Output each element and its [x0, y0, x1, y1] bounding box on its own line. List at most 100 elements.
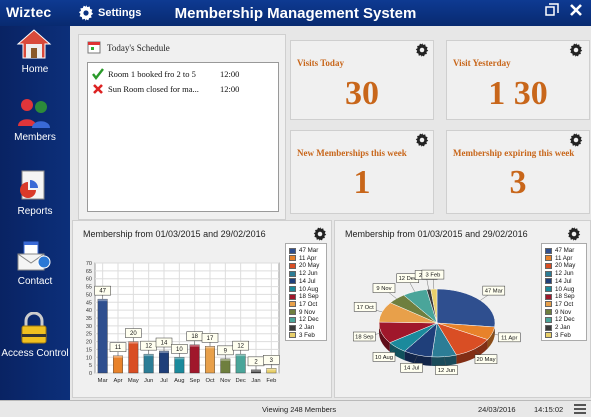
y-tick-label: 40 — [86, 308, 92, 314]
legend-item: 11 Apr — [545, 254, 572, 263]
app-title: Membership Management System — [174, 5, 417, 22]
pie-chart-panel: Membership from 01/03/2015 and 29/02/201… — [334, 220, 591, 398]
stat-title: Visit Yesterday — [453, 58, 511, 68]
bar-highlight — [128, 341, 139, 344]
data-label-box — [171, 344, 188, 354]
close-button[interactable] — [567, 3, 585, 21]
bar-highlight — [189, 344, 200, 347]
y-tick-label: 10 — [86, 355, 92, 361]
list-item[interactable]: Room 1 booked fro 2 to 5 12:00 — [92, 67, 239, 81]
bar — [97, 298, 108, 374]
x-tick-label: Apr — [113, 378, 122, 384]
x-tick-label: May — [128, 378, 139, 384]
y-tick-label: 0 — [89, 371, 92, 377]
gear-icon[interactable] — [569, 43, 583, 57]
stat-value: 30 — [345, 75, 379, 112]
gear-icon — [78, 5, 94, 21]
lock-icon — [21, 312, 47, 344]
x-tick-label: Jul — [160, 378, 167, 384]
sidebar-item-reports[interactable]: Reports — [0, 170, 70, 232]
legend-item: 14 Jul — [545, 277, 572, 286]
title-bar: Wiztec Settings Membership Management Sy… — [0, 0, 591, 26]
sidebar-item-access-control[interactable]: Access Control — [0, 312, 70, 374]
gear-icon[interactable] — [415, 133, 429, 147]
y-tick-label: 65 — [86, 269, 92, 275]
reports-icon — [20, 170, 45, 200]
data-label: 12 — [145, 344, 152, 350]
bar — [159, 350, 169, 374]
data-label: 18 — [191, 334, 198, 340]
x-tick-label: Jun — [144, 378, 153, 384]
bar-highlight — [220, 358, 231, 361]
x-tick-label: Sep — [190, 378, 200, 384]
pie-slice-side — [456, 339, 488, 365]
data-label: 11 — [115, 345, 122, 351]
x-tick-label: Dec — [236, 378, 246, 384]
schedule-list[interactable]: Room 1 booked fro 2 to 5 12:00 Sun Room … — [87, 62, 279, 212]
pie-label-box — [482, 285, 506, 296]
sidebar-item-home[interactable]: Home — [0, 28, 70, 90]
legend-item: 2 Jan — [289, 323, 314, 332]
bar-highlight — [159, 351, 169, 353]
gear-icon[interactable] — [567, 227, 581, 241]
y-tick-label: 5 — [89, 363, 92, 369]
sidebar-item-label: Members — [14, 132, 56, 143]
settings-label: Settings — [98, 7, 142, 19]
gear-icon[interactable] — [569, 133, 583, 147]
stat-value: 1 — [353, 164, 371, 201]
pie-label-box — [353, 331, 376, 342]
legend-item: 3 Feb — [289, 331, 315, 340]
status-date: 24/03/2016 — [478, 405, 516, 414]
schedule-item-time: 12:00 — [220, 84, 240, 94]
pie-label-box — [498, 332, 521, 343]
settings-button[interactable]: Settings — [78, 3, 141, 23]
sidebar-item-members[interactable]: Members — [0, 96, 70, 158]
y-tick-label: 60 — [86, 277, 92, 283]
legend-item: 10 Aug — [289, 285, 318, 294]
bar — [220, 358, 231, 374]
gear-icon[interactable] — [313, 227, 327, 241]
pie-label: 11 Apr — [501, 335, 517, 341]
pie-label: 9 Nov — [376, 286, 391, 292]
sidebar-item-label: Reports — [17, 206, 53, 217]
legend-item: 12 Jun — [289, 269, 318, 278]
list-item[interactable]: Sun Room closed for ma... 12:00 — [92, 82, 239, 96]
x-tick-label: Jan — [251, 378, 260, 384]
gear-icon[interactable] — [415, 43, 429, 57]
schedule-item-text: Sun Room closed for ma... — [108, 84, 199, 94]
bar-highlight — [251, 369, 261, 372]
data-label-box — [125, 328, 142, 338]
legend-item: 20 May — [289, 261, 319, 270]
schedule-item-time: 12:00 — [220, 69, 240, 79]
legend-item: 47 Mar — [289, 246, 318, 255]
legend-item: 9 Nov — [289, 308, 315, 317]
status-time: 14:15:02 — [534, 405, 564, 414]
data-label: 12 — [237, 344, 244, 350]
data-label: 14 — [161, 341, 168, 347]
sidebar-item-contact[interactable]: Contact — [0, 240, 70, 302]
pie-label: 3 Feb — [425, 273, 440, 279]
close-icon — [570, 4, 582, 16]
pie-label: 18 Sep — [355, 335, 373, 341]
status-bar: Viewing 248 Members 24/03/2016 14:15:02 — [0, 400, 591, 417]
check-icon — [92, 68, 104, 80]
data-label: 17 — [207, 336, 214, 342]
menu-icon[interactable] — [574, 404, 586, 414]
data-label: 10 — [176, 347, 183, 353]
pie-slice-side — [404, 351, 432, 366]
legend-item: 47 Mar — [545, 246, 574, 255]
bar — [235, 353, 246, 374]
pie-label-box — [421, 269, 445, 280]
legend-item: 12 Jun — [545, 269, 574, 278]
bar — [143, 353, 154, 374]
y-tick-label: 20 — [86, 340, 92, 346]
brand-name: Wiztec — [6, 4, 52, 20]
data-label: 47 — [99, 289, 106, 295]
calendar-icon — [87, 41, 101, 54]
home-icon — [16, 29, 52, 59]
pie-label: 12 Dec — [399, 276, 417, 282]
restore-button[interactable] — [543, 3, 561, 21]
bar-highlight — [113, 355, 123, 358]
y-tick-label: 30 — [86, 324, 92, 330]
data-label: 3 — [270, 358, 274, 364]
